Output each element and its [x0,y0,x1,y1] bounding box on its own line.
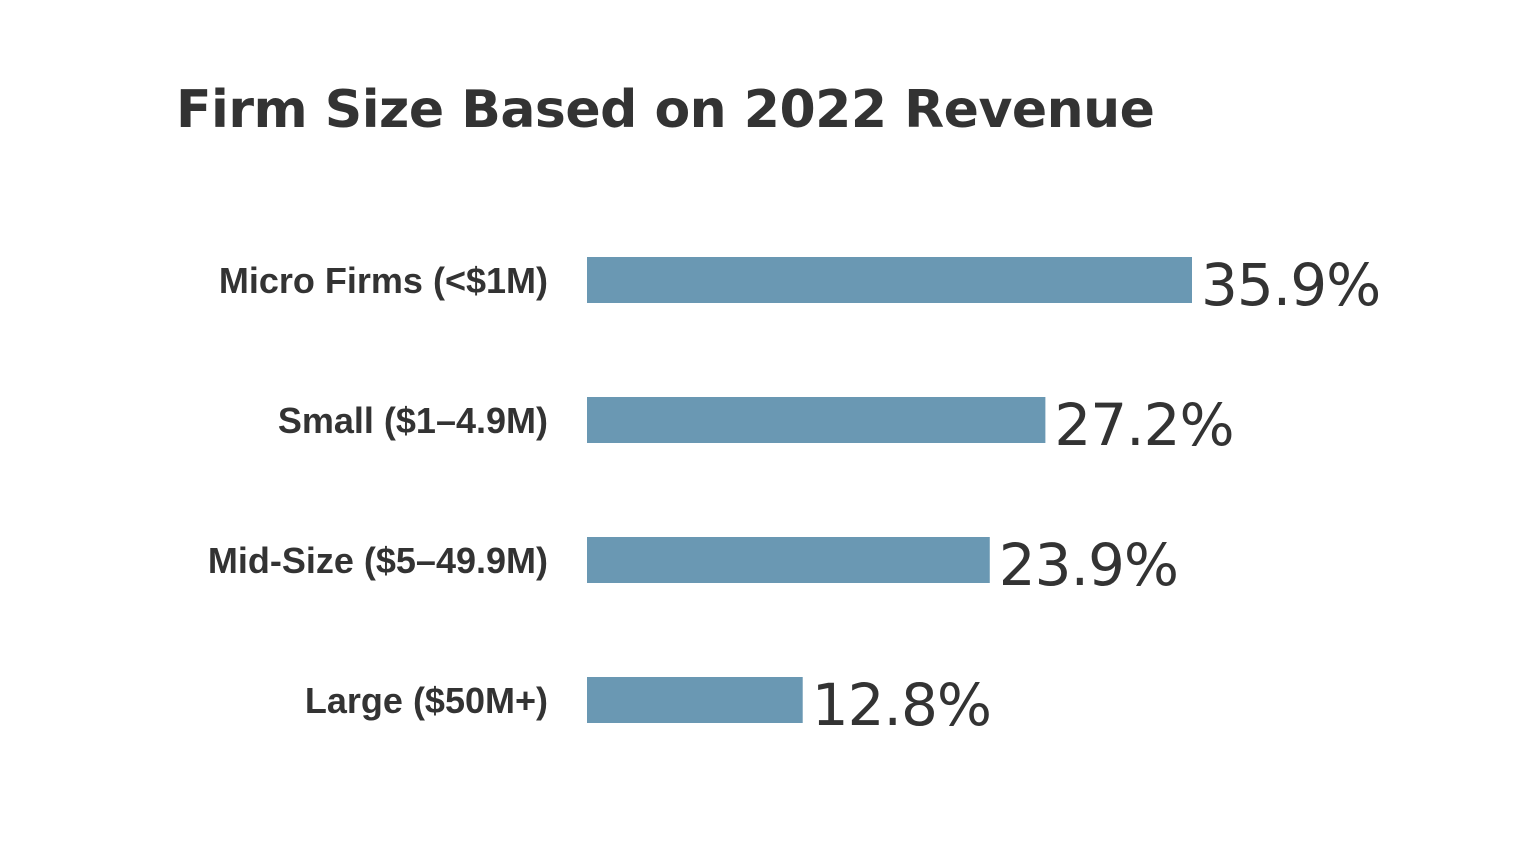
data-label: 35.9% [1201,251,1380,319]
category-label: Micro Firms (<$1M) [219,260,548,301]
bar [587,397,1046,443]
data-label: 27.2% [1054,391,1233,459]
bar [587,677,803,723]
category-label: Mid-Size ($5–49.9M) [208,540,548,581]
bar [587,537,990,583]
data-label: 23.9% [999,531,1178,599]
category-label: Small ($1–4.9M) [278,400,548,441]
category-label: Large ($50M+) [305,680,548,721]
chart-title: Firm Size Based on 2022 Revenue [176,80,1155,140]
data-label: 12.8% [812,671,991,739]
bars-group: Micro Firms (<$1M) 35.9% Small ($1–4.9M) 27… [208,251,1381,739]
bar [587,257,1192,303]
